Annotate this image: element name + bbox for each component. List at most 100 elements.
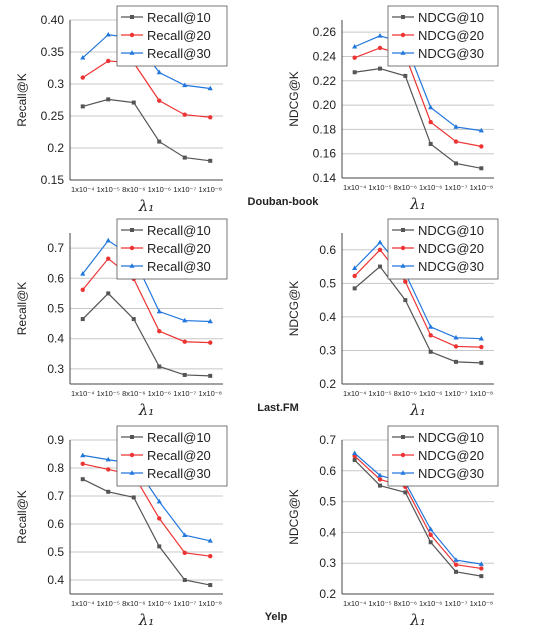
data-point bbox=[207, 85, 213, 91]
x-tick-label: 1x10⁻⁷ bbox=[173, 599, 196, 608]
data-point bbox=[131, 495, 136, 500]
x-tick-label: 1x10⁻⁷ bbox=[445, 183, 468, 192]
data-point bbox=[428, 349, 433, 354]
y-axis-label: Recall@K bbox=[15, 282, 29, 336]
y-tick-label: 0.5 bbox=[319, 495, 336, 509]
legend-marker bbox=[401, 228, 405, 232]
data-point bbox=[182, 578, 187, 582]
data-point bbox=[80, 461, 85, 466]
data-point bbox=[208, 158, 213, 163]
y-tick-label: 0.2 bbox=[47, 141, 64, 155]
data-point bbox=[479, 360, 484, 365]
legend-marker bbox=[400, 470, 406, 475]
data-point bbox=[352, 70, 357, 75]
y-axis-label: Recall@K bbox=[15, 73, 29, 127]
y-tick-label: 0.18 bbox=[313, 122, 337, 136]
y-tick-label: 0.6 bbox=[319, 464, 336, 478]
y-tick-label: 0.25 bbox=[41, 109, 65, 123]
legend-marker bbox=[400, 32, 406, 38]
legend-entry: Recall@30 bbox=[147, 259, 211, 274]
data-point bbox=[208, 115, 213, 120]
data-point bbox=[428, 104, 434, 110]
legend-marker bbox=[129, 263, 135, 268]
data-point bbox=[182, 112, 187, 117]
series-line-ndcg-at-30 bbox=[354, 241, 482, 340]
series-line-recall-at-30 bbox=[82, 239, 211, 323]
y-axis-label: NDCG@K bbox=[287, 71, 301, 127]
legend-entry: NDCG@10 bbox=[418, 10, 484, 25]
data-point bbox=[182, 532, 188, 537]
x-tick-label: 1x10⁻⁶ bbox=[148, 599, 171, 608]
y-tick-label: 0.2 bbox=[319, 377, 336, 391]
data-point bbox=[454, 161, 458, 166]
data-point bbox=[105, 456, 111, 462]
legend: NDCG@10 NDCG@20 NDCG@30 bbox=[387, 5, 499, 67]
data-point bbox=[454, 359, 458, 364]
series-line-recall-at-10 bbox=[82, 98, 211, 162]
legend: Recall@10 Recall@20 Recall@30 bbox=[116, 218, 228, 280]
data-point bbox=[131, 100, 136, 105]
y-tick-label: 0.7 bbox=[319, 433, 336, 447]
x-tick-label: 8x10⁻⁶ bbox=[122, 599, 145, 608]
legend-marker bbox=[129, 32, 135, 38]
legend-entry: NDCG@20 bbox=[418, 241, 484, 256]
data-point bbox=[182, 550, 187, 556]
data-point bbox=[377, 477, 383, 482]
data-point bbox=[105, 237, 111, 243]
series-line-ndcg-at-30 bbox=[354, 35, 482, 132]
x-axis-label: λ₁ bbox=[138, 611, 155, 629]
legend-box bbox=[387, 218, 499, 280]
data-point bbox=[403, 73, 408, 78]
data-point bbox=[428, 540, 433, 545]
chart-panel-1: 0.15 0.2 0.25 0.3 0.35 0.40 1x10⁻⁴ 1x10⁻⁵ 8x10⁻⁶… bbox=[15, 5, 228, 215]
x-tick-label: 1x10⁻⁵ bbox=[368, 389, 391, 398]
data-point bbox=[157, 516, 162, 521]
y-tick-label: 0.16 bbox=[313, 147, 337, 161]
data-point bbox=[80, 477, 85, 482]
data-point bbox=[478, 335, 484, 341]
data-point bbox=[80, 287, 85, 292]
y-tick-label: 0.4 bbox=[319, 525, 336, 539]
x-tick-label: 1x10⁻⁶ bbox=[148, 389, 171, 398]
y-tick-label: 0.2 bbox=[319, 587, 336, 601]
data-point bbox=[156, 69, 162, 75]
data-point bbox=[80, 54, 86, 60]
y-tick-label: 0.26 bbox=[313, 25, 337, 39]
dataset-label-yelp: Yelp bbox=[264, 611, 288, 623]
series-line-recall-at-20 bbox=[82, 257, 211, 344]
series-line-ndcg-at-10 bbox=[354, 459, 482, 577]
data-point bbox=[454, 569, 458, 574]
x-tick-label: 1x10⁻⁷ bbox=[445, 599, 468, 608]
legend: Recall@10 Recall@20 Recall@30 bbox=[116, 5, 228, 67]
legend-entry: NDCG@30 bbox=[418, 46, 484, 61]
x-tick-label: 1x10⁻⁴ bbox=[71, 599, 94, 608]
data-point bbox=[157, 328, 162, 334]
y-tick-label: 0.4 bbox=[319, 310, 336, 324]
legend: NDCG@10 NDCG@20 NDCG@30 bbox=[387, 425, 499, 487]
x-tick-label: 1x10⁻⁵ bbox=[97, 599, 120, 608]
data-point bbox=[106, 97, 111, 102]
data-point bbox=[428, 141, 433, 146]
data-point bbox=[182, 372, 187, 377]
data-point bbox=[352, 43, 358, 49]
series-line-recall-at-10 bbox=[82, 292, 211, 377]
y-tick-label: 0.5 bbox=[47, 545, 64, 559]
data-point bbox=[479, 574, 484, 579]
data-point bbox=[80, 317, 85, 322]
y-tick-label: 0.4 bbox=[47, 332, 64, 346]
legend-entry: Recall@20 bbox=[147, 448, 211, 463]
data-point bbox=[453, 344, 459, 349]
x-axis-label: λ₁ bbox=[409, 195, 426, 213]
data-point bbox=[156, 498, 162, 504]
legend-box bbox=[116, 425, 228, 487]
data-point bbox=[80, 75, 85, 80]
x-tick-label: 1x10⁻⁸ bbox=[199, 389, 222, 398]
legend-entry: NDCG@20 bbox=[418, 448, 484, 463]
series-line-ndcg-at-10 bbox=[354, 68, 482, 169]
x-tick-label: 1x10⁻⁴ bbox=[343, 599, 366, 608]
data-point bbox=[378, 264, 382, 269]
y-tick-label: 0.14 bbox=[313, 171, 337, 185]
